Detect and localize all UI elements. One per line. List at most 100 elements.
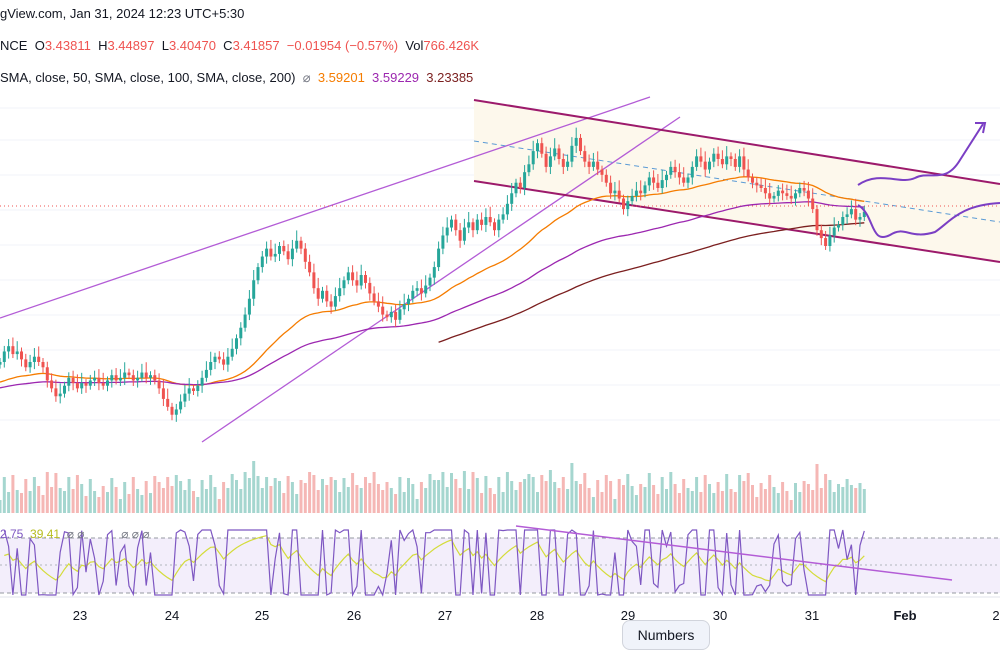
- volume-bar: [738, 475, 742, 513]
- candle-body: [402, 304, 406, 310]
- volume-bar: [574, 481, 578, 513]
- candle-body: [385, 314, 389, 318]
- volume-bar: [536, 492, 539, 513]
- candle-body: [699, 156, 703, 162]
- candle-body: [127, 372, 131, 376]
- candle-body: [781, 190, 785, 194]
- volume-bar: [312, 475, 316, 513]
- volume-bar: [394, 494, 398, 513]
- candle-body: [471, 222, 475, 231]
- volume-bar: [819, 488, 823, 513]
- candle-body: [806, 190, 810, 199]
- candle-body: [351, 272, 355, 281]
- candle-body: [157, 380, 161, 389]
- volume-bar: [553, 482, 557, 513]
- volume-bar: [428, 474, 432, 513]
- candle-body: [20, 351, 23, 360]
- candle-body: [441, 235, 445, 249]
- volume-bar: [488, 488, 492, 513]
- rsi-value: 2.75: [0, 527, 24, 541]
- candle-body: [837, 224, 840, 228]
- volume-bar: [480, 493, 484, 513]
- candle-body: [583, 151, 587, 162]
- volume-bar: [24, 479, 28, 513]
- volume-bar: [656, 494, 660, 513]
- volume-bar: [260, 488, 264, 513]
- volume-bar: [295, 494, 299, 513]
- eye-off-icon[interactable]: ⌀: [302, 70, 311, 85]
- candle-body: [28, 362, 32, 368]
- rsi-line: [3, 528, 865, 598]
- volume-bar: [776, 493, 780, 513]
- volume-bar: [419, 482, 423, 513]
- candle-body: [260, 256, 264, 268]
- candle-body: [183, 393, 187, 402]
- volume-bar: [282, 493, 286, 513]
- chart-source-line: gView.com, Jan 31, 2024 12:23 UTC+5:30: [0, 6, 244, 21]
- volume-bar: [755, 497, 759, 513]
- volume-bar: [600, 492, 604, 513]
- volume-bar: [342, 478, 346, 513]
- candle-body: [174, 409, 178, 415]
- volume-bar: [622, 485, 625, 513]
- volume-bar: [368, 483, 372, 513]
- volume-bar: [41, 495, 45, 513]
- candle-body: [849, 209, 853, 215]
- volume-bar: [815, 464, 819, 513]
- candle-body: [845, 214, 849, 217]
- volume-bar: [634, 495, 638, 513]
- candle-body: [170, 406, 174, 415]
- volume-bar: [548, 470, 552, 513]
- eye-off-icon[interactable]: ⌀ ⌀: [66, 527, 85, 541]
- volume-bar: [854, 488, 858, 513]
- volume-bar: [424, 488, 428, 513]
- channel-lower-line: [473, 180, 1000, 263]
- candle-body: [630, 195, 634, 202]
- candle-body: [372, 293, 376, 302]
- numbers-tooltip[interactable]: Numbers: [622, 620, 710, 650]
- volume-bar: [742, 481, 746, 513]
- volume-bar: [196, 497, 200, 513]
- candle-body: [475, 219, 479, 231]
- volume-bar: [609, 481, 613, 513]
- change-value: −0.01954 (−0.57%): [286, 38, 399, 53]
- candle-body: [118, 377, 122, 381]
- volume-bar: [204, 489, 208, 513]
- candle-body: [269, 248, 273, 257]
- candle-body: [54, 388, 58, 397]
- volume-bar: [626, 474, 630, 513]
- x-tick-label: 27: [438, 608, 452, 623]
- close-label: C: [223, 38, 233, 53]
- candle-body: [729, 156, 733, 159]
- projection-arrowhead: [975, 122, 987, 134]
- eye-off-icon[interactable]: ⌀ ⌀ ⌀: [121, 527, 150, 541]
- candle-body: [613, 190, 617, 194]
- volume-bar: [316, 490, 320, 513]
- volume-bar: [166, 477, 170, 513]
- open-value: 3.43811: [44, 38, 91, 53]
- candle-body: [733, 159, 737, 167]
- low-label: L: [161, 38, 169, 53]
- candle-body: [634, 190, 638, 196]
- volume-bar: [269, 486, 273, 513]
- candle-body: [11, 346, 15, 355]
- volume-bar: [630, 486, 634, 513]
- channel-fill: [474, 100, 1000, 262]
- volume-bar: [579, 484, 582, 513]
- candle-body: [656, 182, 660, 188]
- volume-bar: [806, 484, 810, 513]
- candle-body: [359, 275, 363, 286]
- volume-value: 766.426K: [423, 38, 480, 53]
- candle-body: [832, 227, 836, 236]
- candle-body: [187, 388, 191, 394]
- volume-bar: [643, 487, 647, 513]
- volume-bar: [660, 477, 664, 513]
- volume-bar: [510, 481, 514, 513]
- candle-body: [308, 261, 312, 273]
- sma50-line: [0, 176, 865, 386]
- candle-body: [235, 338, 238, 349]
- candle-body: [497, 219, 501, 231]
- candle-body: [454, 219, 458, 231]
- volume-bar: [50, 487, 54, 513]
